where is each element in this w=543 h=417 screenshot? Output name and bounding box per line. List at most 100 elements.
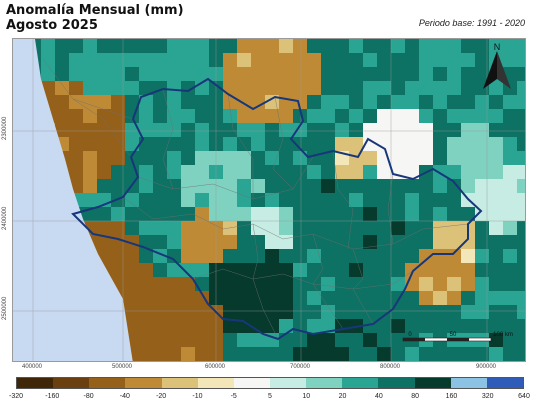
grid-cell — [167, 193, 181, 207]
grid-cell — [139, 319, 153, 333]
grid-cell — [335, 193, 349, 207]
grid-cell — [447, 165, 461, 179]
grid-cell — [139, 67, 153, 81]
grid-cell — [223, 235, 237, 249]
grid-cell — [405, 249, 419, 263]
legend-swatch — [306, 378, 343, 388]
grid-cell — [349, 221, 363, 235]
grid-cell — [195, 151, 209, 165]
grid-cell — [181, 221, 195, 235]
grid-cell — [69, 67, 83, 81]
grid-cell — [223, 151, 237, 165]
municipal-line — [192, 268, 414, 290]
grid-cell — [335, 249, 349, 263]
grid-cell — [111, 151, 125, 165]
grid-cell — [181, 319, 195, 333]
grid-cell — [447, 137, 461, 151]
grid-cell — [307, 123, 321, 137]
grid-cell — [251, 39, 265, 53]
grid-cell — [293, 361, 307, 362]
grid-cell — [181, 137, 195, 151]
grid-cell — [517, 53, 525, 67]
grid-cell — [405, 207, 419, 221]
grid-cell — [55, 109, 69, 123]
grid-cell — [139, 137, 153, 151]
grid-cell — [433, 249, 447, 263]
grid-cell — [181, 235, 195, 249]
grid-cell — [265, 109, 279, 123]
grid-cell — [265, 165, 279, 179]
grid-cell — [335, 109, 349, 123]
legend-swatch — [53, 378, 90, 388]
grid-cell — [321, 249, 335, 263]
grid-cell — [181, 207, 195, 221]
grid-cell — [503, 221, 517, 235]
grid-cell — [55, 81, 69, 95]
grid-cell — [377, 263, 391, 277]
grid-cell — [237, 361, 251, 362]
grid-cell — [167, 277, 181, 291]
legend-label: -10 — [192, 393, 203, 400]
grid-cell — [167, 109, 181, 123]
grid-cell — [139, 81, 153, 95]
grid-cell — [307, 53, 321, 67]
grid-cell — [153, 53, 167, 67]
grid-cell — [237, 277, 251, 291]
x-tick: 400000 — [21, 364, 43, 370]
grid-cell — [83, 95, 97, 109]
grid-cell — [489, 95, 503, 109]
grid-cell — [363, 207, 377, 221]
grid-cell — [391, 347, 405, 361]
grid-cell — [503, 347, 517, 361]
grid-cell — [153, 221, 167, 235]
grid-cell — [195, 53, 209, 67]
grid-cell — [433, 151, 447, 165]
grid-cell — [223, 207, 237, 221]
grid-cell — [223, 347, 237, 361]
grid-cell — [475, 137, 489, 151]
grid-cell — [433, 277, 447, 291]
grid-cell — [433, 53, 447, 67]
grid-cell — [69, 81, 83, 95]
grid-cell — [419, 81, 433, 95]
grid-cell — [503, 333, 517, 347]
grid-cell — [391, 277, 405, 291]
grid-cell — [461, 235, 475, 249]
grid-cell — [377, 221, 391, 235]
grid-cell — [265, 319, 279, 333]
grid-cell — [391, 81, 405, 95]
grid-cell — [405, 263, 419, 277]
grid-cell — [97, 81, 111, 95]
grid-cell — [405, 123, 419, 137]
grid-cell — [461, 123, 475, 137]
grid-cell — [167, 123, 181, 137]
grid-cell — [475, 235, 489, 249]
grid-cell — [307, 179, 321, 193]
north-arrow-icon: N — [483, 42, 511, 89]
grid-cell — [433, 39, 447, 53]
grid-cell — [153, 67, 167, 81]
north-label: N — [494, 42, 501, 52]
grid-cell — [223, 123, 237, 137]
grid-cell — [293, 347, 307, 361]
grid-cell — [237, 39, 251, 53]
grid-cell — [167, 361, 181, 362]
grid-cell — [223, 39, 237, 53]
grid-cell — [419, 305, 433, 319]
grid-cell — [433, 347, 447, 361]
grid-cell — [153, 333, 167, 347]
grid-cell — [97, 67, 111, 81]
grid-cell — [517, 207, 525, 221]
grid-cell — [503, 179, 517, 193]
grid-cell — [83, 361, 97, 362]
grid-cell — [447, 53, 461, 67]
grid-cell — [223, 109, 237, 123]
grid-cell — [517, 361, 526, 362]
grid-cell — [69, 151, 83, 165]
grid-cell — [153, 193, 167, 207]
grid-cell — [335, 81, 349, 95]
grid-cell — [461, 249, 475, 263]
grid-cell — [517, 95, 525, 109]
grid-cell — [279, 193, 293, 207]
grid-cell — [265, 137, 279, 151]
